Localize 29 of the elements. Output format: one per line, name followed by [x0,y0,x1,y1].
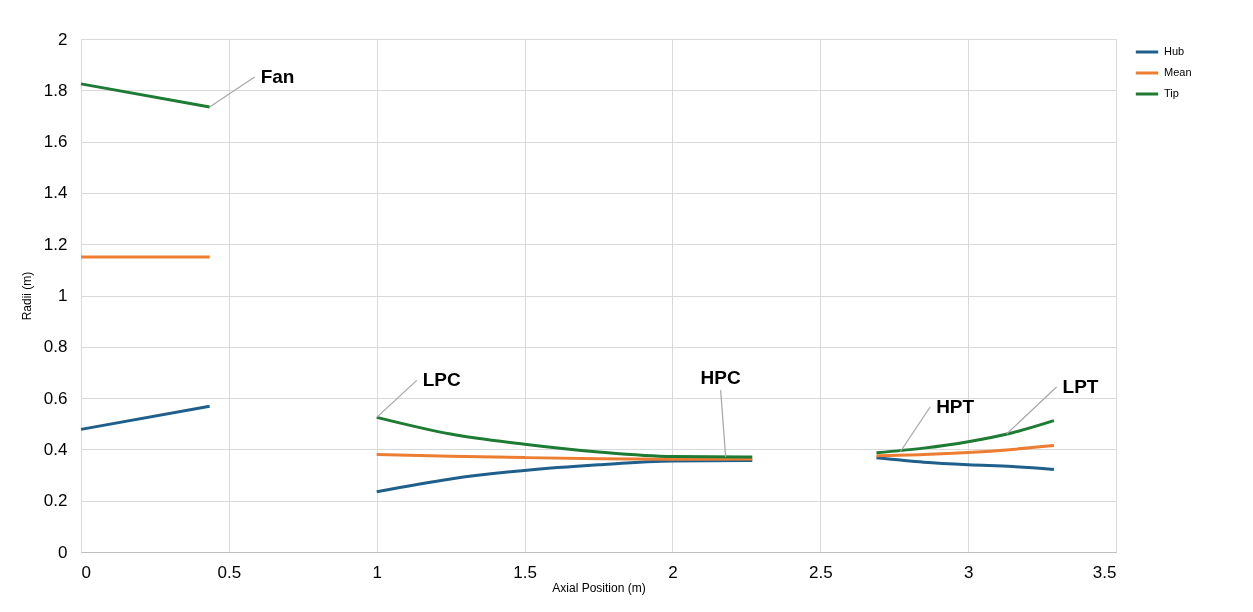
y-tick-label: 2 [58,29,68,49]
annotation: LPC [422,369,461,391]
annotation: LPT [1062,376,1099,398]
legend-label: Mean [1164,66,1192,78]
y-tick-label: 1.4 [43,183,68,203]
y-tick-label: 0.6 [43,388,68,408]
x-tick-label: 0.5 [217,562,242,582]
y-tick-label: 1.8 [43,80,68,100]
x-tick-label: 3 [963,562,974,582]
annotation: HPC [700,367,741,389]
y-tick-label: 1.2 [43,234,68,254]
legend-label: Tip [1164,87,1179,99]
x-tick-label: 3.5 [1092,562,1117,582]
x-tick-label: 2 [668,562,678,582]
x-tick-label: 1 [372,562,382,582]
y-tick-label: 0.2 [43,491,68,511]
legend-label: Hub [1164,45,1185,57]
annotation: HPT [936,395,975,417]
y-tick-label: 1 [58,286,68,305]
y-tick-label: 0.4 [43,439,68,459]
y-tick-label: 0.8 [43,337,68,357]
x-tick-label: 0 [81,562,91,582]
y-axis-title: Radii (m) [19,271,34,321]
x-axis-title: Axial Position (m) [552,580,646,595]
y-tick-label: 1.6 [43,132,68,152]
x-tick-label: 1.5 [513,562,537,582]
x-tick-label: 2.5 [808,562,833,582]
annotation: Fan [260,65,295,87]
y-tick-label: 0 [58,542,68,562]
